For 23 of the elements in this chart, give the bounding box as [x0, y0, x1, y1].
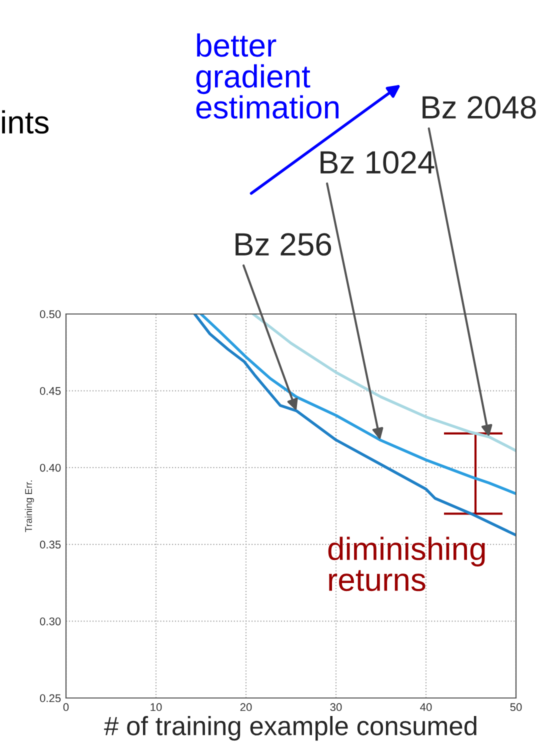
x-tick-label: 50: [510, 703, 522, 712]
annotation: Bz 1024: [320, 151, 434, 174]
y-tick-label: 0.25: [40, 694, 61, 702]
line-series: [252, 314, 516, 452]
x-tick-label: 10: [150, 703, 162, 712]
x-tick-label: 40: [420, 703, 432, 712]
line-series: [200, 314, 516, 496]
x-tick-label: 30: [330, 703, 342, 712]
text: ints: [2, 110, 49, 134]
y-tick-label: 0.45: [40, 387, 61, 395]
x-tick-label: 0: [63, 703, 69, 712]
y-tick-label: 0.50: [40, 310, 61, 318]
annotation: Bz 256: [236, 233, 332, 256]
x-tick-label: 20: [240, 703, 252, 712]
x-axis-title: # of training example consumed: [104, 716, 476, 741]
text: better gradient estimation: [196, 33, 339, 119]
y-tick-label: 0.40: [40, 464, 61, 472]
line-series: [193, 314, 516, 537]
y-tick-label: 0.35: [40, 540, 61, 549]
annotation: Bz 2048: [422, 96, 536, 119]
annotation: diminishing returns: [328, 536, 485, 592]
y-tick-label: 0.30: [40, 617, 61, 626]
y-axis-title: Training Err.: [24, 480, 34, 532]
